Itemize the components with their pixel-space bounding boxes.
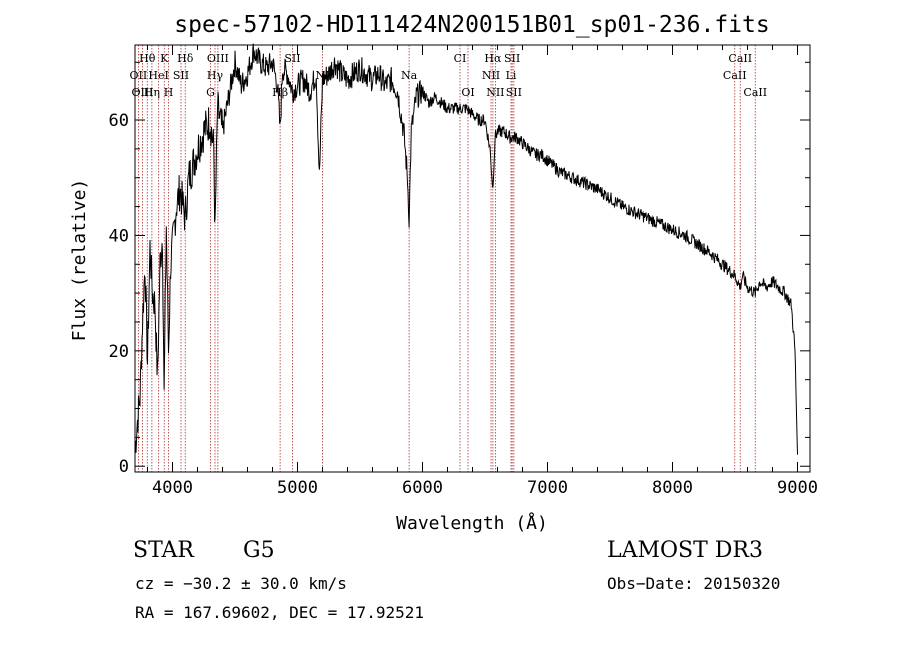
y-tick-label: 40	[109, 226, 129, 246]
plot-frame	[134, 44, 811, 473]
line-label: Hβ	[272, 86, 288, 99]
object-class: STAR	[133, 538, 194, 563]
line-label: Hγ	[207, 69, 224, 82]
line-label: SII	[173, 69, 189, 82]
line-label: G	[206, 86, 215, 99]
line-label: Li	[506, 69, 517, 82]
line-label: Hδ	[177, 52, 194, 65]
y-axis-ticks: 0 20 40 60	[109, 61, 810, 477]
x-tick-label: 7000	[527, 478, 568, 498]
line-label: NII	[482, 69, 500, 82]
line-label: Na	[401, 69, 418, 82]
object-subclass: G5	[243, 538, 275, 563]
line-label: SII	[284, 52, 300, 65]
line-label: SII	[506, 86, 522, 99]
x-axis-ticks: 4000 5000 6000 7000 8000 9000	[147, 45, 818, 498]
y-axis-label: Flux (relative)	[69, 179, 90, 342]
observation-date: Obs−Date: 20150320	[607, 574, 781, 593]
x-tick-label: 6000	[402, 478, 443, 498]
coordinates: RA = 167.69602, DEC = 17.92521	[135, 603, 424, 622]
line-label: Hη	[144, 86, 160, 99]
line-label: OIII	[131, 86, 153, 99]
line-label: NII	[486, 86, 504, 99]
line-label: HeI	[148, 69, 168, 82]
line-label: Hα	[484, 52, 502, 65]
line-label: Hθ	[139, 52, 156, 65]
x-tick-label: 9000	[777, 478, 818, 498]
x-tick-label: 4000	[152, 478, 193, 498]
chart-title: spec-57102-HD111424N200151B01_sp01-236.f…	[174, 12, 769, 38]
spectrum-line	[134, 43, 798, 455]
survey-name: LAMOST DR3	[607, 538, 763, 563]
line-label: K	[160, 52, 169, 65]
emission-line-markers	[137, 45, 756, 472]
line-label: OI	[461, 86, 474, 99]
line-label: CaII	[728, 52, 752, 65]
line-label: CaII	[723, 69, 747, 82]
x-tick-label: 8000	[652, 478, 693, 498]
line-label: CI	[454, 52, 467, 65]
line-label: OII	[130, 69, 148, 82]
line-label: CaII	[743, 86, 767, 99]
line-label: H	[164, 86, 174, 99]
y-tick-label: 0	[119, 457, 129, 477]
x-tick-label: 5000	[277, 478, 318, 498]
redshift-cz: cz = −30.2 ± 30.0 km/s	[135, 574, 347, 593]
x-axis-label: Wavelength (Å)	[396, 512, 548, 534]
line-label: SII	[504, 52, 520, 65]
y-tick-label: 60	[109, 111, 129, 131]
y-tick-label: 20	[109, 342, 129, 362]
line-label: OIII	[207, 52, 229, 65]
